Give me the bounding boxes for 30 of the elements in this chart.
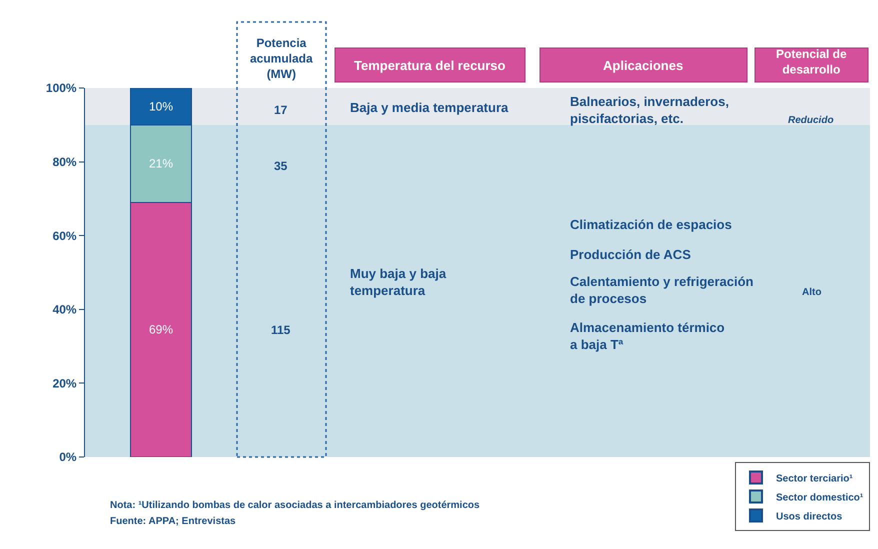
text: Reducido xyxy=(788,115,834,126)
y-tick-label: 100% xyxy=(46,81,77,96)
legend-label: Usos directos xyxy=(776,511,843,522)
data-label: 10% xyxy=(148,99,174,114)
y-tick-label: 0% xyxy=(59,450,77,464)
data-label: 69% xyxy=(148,322,174,337)
y-tick-label: 60% xyxy=(52,228,77,243)
text: Aplicaciones xyxy=(603,58,684,73)
text: 35 xyxy=(274,159,288,173)
text: Climatización de espacios xyxy=(570,217,732,232)
y-tick-label: 20% xyxy=(52,376,77,390)
text: 17 xyxy=(274,103,288,117)
text: Alto xyxy=(802,287,822,298)
data-label: 21% xyxy=(148,156,174,171)
source-note: Fuente: APPA; Entrevistas xyxy=(110,516,236,527)
y-tick-label: 80% xyxy=(52,155,77,169)
text: Baja y media temperatura xyxy=(350,100,510,115)
legend-label: Sector domestico¹ xyxy=(776,492,864,504)
text: Producción de ACS xyxy=(570,247,692,262)
text: Muy baja y baja temperatura xyxy=(350,266,447,298)
text: Potencia acumulada (MW) xyxy=(250,36,314,82)
legend-label: Sector terciario¹ xyxy=(776,473,854,484)
text: Balnearios, invernaderos, piscifactorias, etc. xyxy=(570,94,729,126)
text: Potencial de desarrollo xyxy=(776,47,848,77)
text: Temperatura del recurso xyxy=(354,58,506,73)
text: Nota: ¹Utilizando bombas de calor asociadas a intercambiadores geotérmicos xyxy=(110,500,480,511)
y-tick-label: 40% xyxy=(52,302,77,317)
text: 115 xyxy=(271,323,291,337)
text: Almacenamiento térmico a baja Tª xyxy=(570,320,725,352)
text: Calentamiento y refrigeración de procesos xyxy=(570,274,754,306)
